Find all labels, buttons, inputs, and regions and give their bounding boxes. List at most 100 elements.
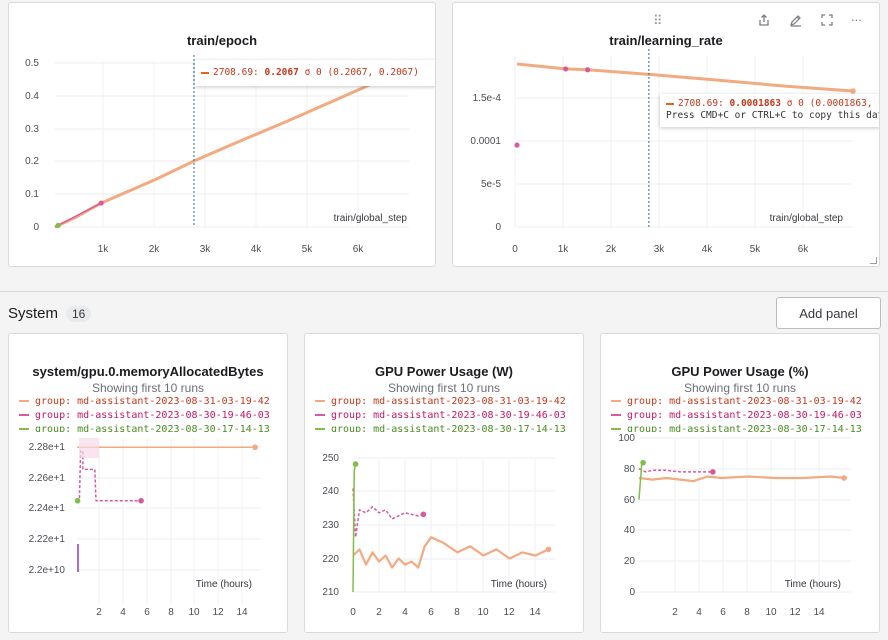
expand-icon[interactable] xyxy=(820,13,834,30)
legend-label: group: md-assistant-2023-08-31-03-19-42 xyxy=(35,396,270,407)
legend-item[interactable]: group: md-assistant-2023-08-31-03-19-42 xyxy=(315,395,581,409)
chart-subtitle: Showing first 10 runs xyxy=(387,381,501,395)
y-tick-label: 2.26e+1 xyxy=(29,473,66,484)
chart-panel-train-learning-rate[interactable]: ⠿ ... train/learning_rate 0 1k 2k 3k 4k 5k 6k 0… xyxy=(452,2,880,267)
x-tick-label: 2k xyxy=(606,244,618,255)
y-tick-label: 2.22e+1 xyxy=(29,534,66,545)
y-tick-label: 0.1 xyxy=(25,189,39,200)
chart-panel-train-epoch[interactable]: train/epoch 1k 2k 3k 4k 5k 6k 0 0.1 0.2 0.3 0.4 0.5… xyxy=(8,2,436,267)
y-tick-label: 2.2e+10 xyxy=(29,565,66,576)
legend-swatch xyxy=(315,400,325,402)
legend-item[interactable]: group: md-assistant-2023-08-30-19-46-03 xyxy=(315,409,581,423)
gpu-memory-chart-svg[interactable]: 2 4 6 8 10 12 14 2.2e+10 2.22e+1 2.24e+1 2.26e+1 2.… xyxy=(9,334,288,633)
series-point xyxy=(55,222,61,229)
epoch-chart-svg[interactable]: 1k 2k 3k 4k 5k 6k 0 0.1 0.2 0.3 0.4 0.5 train/global… xyxy=(9,3,436,267)
tooltip-step: 2708.69: xyxy=(213,67,259,78)
resize-handle-icon[interactable] xyxy=(870,257,877,264)
legend-item[interactable]: group: md-assistant-2023-08-31-03-19-42 xyxy=(611,395,877,409)
legend-label: group: md-assistant-2023-08-30-19-46-03 xyxy=(627,410,862,421)
chart-legend: group: md-assistant-2023-08-31-03-19-42 … xyxy=(19,395,285,432)
x-axis-label: Time (hours) xyxy=(491,579,547,590)
y-tick-label: 2.28e+1 xyxy=(29,442,66,453)
chart-panel-gpu-power-percent[interactable]: GPU Power Usage (%) Showing first 10 run… xyxy=(600,333,880,633)
legend-item[interactable]: group: md-assistant-2023-08-30-17-14-13 xyxy=(19,423,285,432)
y-tick-label: 80 xyxy=(624,464,636,475)
y-tick-label: 5e-5 xyxy=(481,179,501,190)
chart-legend: group: md-assistant-2023-08-31-03-19-42 … xyxy=(611,395,877,432)
x-tick-label: 0 xyxy=(512,244,518,255)
y-tick-label: 60 xyxy=(624,495,636,506)
series-line xyxy=(352,536,549,569)
legend-item[interactable]: group: md-assistant-2023-08-30-17-14-13 xyxy=(315,423,581,432)
series-line xyxy=(352,488,424,538)
y-tick-label: 0 xyxy=(33,222,39,233)
chart-panel-gpu-power-watts[interactable]: GPU Power Usage (W) Showing first 10 run… xyxy=(304,333,584,633)
y-tick-label: 0.4 xyxy=(25,91,39,102)
data-point xyxy=(563,66,569,72)
legend-item[interactable]: group: md-assistant-2023-08-30-19-46-03 xyxy=(19,409,285,423)
legend-item[interactable]: group: md-assistant-2023-08-30-19-46-03 xyxy=(611,409,877,423)
series-point xyxy=(74,497,81,504)
x-tick-label: 5k xyxy=(302,244,314,255)
tooltip-swatch xyxy=(666,102,674,105)
x-tick-label: 2k xyxy=(149,244,161,255)
drag-handle-icon[interactable]: ⠿ xyxy=(653,13,664,28)
gpu-power-percent-chart-svg[interactable]: 2 4 6 8 10 12 14 0 20 40 60 80 100 Time (hours) xyxy=(601,334,880,633)
x-tick-label: 14 xyxy=(529,607,541,618)
x-tick-label: 12 xyxy=(503,607,515,618)
x-tick-label: 1k xyxy=(558,244,570,255)
y-tick-label: 0 xyxy=(629,587,635,598)
y-tick-label: 2.24e+1 xyxy=(29,503,66,514)
legend-item[interactable]: group: md-assistant-2023-08-31-03-19-42 xyxy=(19,395,285,409)
gpu-power-watts-chart-svg[interactable]: 0 2 4 6 8 10 12 14 210 220 230 240 250 Time (hours) xyxy=(305,334,584,633)
chart-panel-gpu-memory[interactable]: system/gpu.0.memoryAllocatedBytes Showin… xyxy=(8,333,288,633)
x-tick-label: 8 xyxy=(454,607,460,618)
chart-subtitle: Showing first 10 runs xyxy=(91,381,205,395)
tooltip-range: σ 0 (0.0001863, 0.0 xyxy=(786,98,879,109)
min-max-band xyxy=(79,438,99,458)
x-tick-label: 4 xyxy=(696,607,702,618)
hover-tooltip: 2708.69: 0.2067 σ 0 (0.2067, 0.2067) xyxy=(195,60,435,86)
share-icon-svg xyxy=(759,14,769,26)
section-title[interactable]: System xyxy=(8,305,59,322)
y-tick-label: 40 xyxy=(624,525,636,536)
x-tick-label: 10 xyxy=(477,607,489,618)
pencil-icon[interactable] xyxy=(789,13,803,30)
x-tick-label: 12 xyxy=(789,607,801,618)
x-tick-label: 10 xyxy=(765,607,777,618)
legend-label: group: md-assistant-2023-08-31-03-19-42 xyxy=(331,396,566,407)
legend-item[interactable]: group: md-assistant-2023-08-30-17-14-13 xyxy=(611,423,877,432)
x-tick-label: 2 xyxy=(96,607,102,618)
more-options-icon[interactable]: ... xyxy=(851,9,862,24)
series-line xyxy=(54,202,102,228)
share-icon[interactable] xyxy=(757,13,771,30)
x-tick-label: 8 xyxy=(168,607,174,618)
x-tick-label: 14 xyxy=(813,607,825,618)
series-point xyxy=(252,444,258,451)
y-tick-label: 210 xyxy=(322,587,339,598)
legend-swatch xyxy=(19,428,29,430)
legend-label: group: md-assistant-2023-08-30-17-14-13 xyxy=(35,424,270,432)
x-tick-label: 2 xyxy=(672,607,678,618)
series-point xyxy=(420,511,427,518)
y-tick-label: 0.0001 xyxy=(470,136,501,147)
x-axis-label: train/global_step xyxy=(770,213,844,224)
y-tick-label: 0.2 xyxy=(25,156,39,167)
x-tick-label: 5k xyxy=(750,244,762,255)
add-panel-button[interactable]: Add panel xyxy=(776,297,881,329)
chart-title: train/learning_rate xyxy=(609,33,723,48)
chart-legend: group: md-assistant-2023-08-31-03-19-42 … xyxy=(315,395,581,432)
section-divider xyxy=(0,291,888,292)
tooltip-swatch xyxy=(201,71,209,74)
legend-swatch xyxy=(611,414,621,416)
series-point xyxy=(841,475,847,481)
y-tick-label: 220 xyxy=(322,554,339,565)
chart-title: system/gpu.0.memoryAllocatedBytes xyxy=(32,364,264,379)
legend-swatch xyxy=(611,400,621,402)
tooltip-range: σ 0 (0.2067, 0.2067) xyxy=(304,67,419,78)
learning-rate-chart-svg[interactable]: 0 1k 2k 3k 4k 5k 6k 0 5e-5 0.0001 1.5e-4 train/glob… xyxy=(453,3,880,267)
legend-label: group: md-assistant-2023-08-30-17-14-13 xyxy=(331,424,566,432)
tooltip-copy-hint: Press CMD+C or CTRL+C to copy this data xyxy=(666,110,880,121)
legend-label: group: md-assistant-2023-08-30-17-14-13 xyxy=(627,424,862,432)
series-point xyxy=(138,497,144,504)
